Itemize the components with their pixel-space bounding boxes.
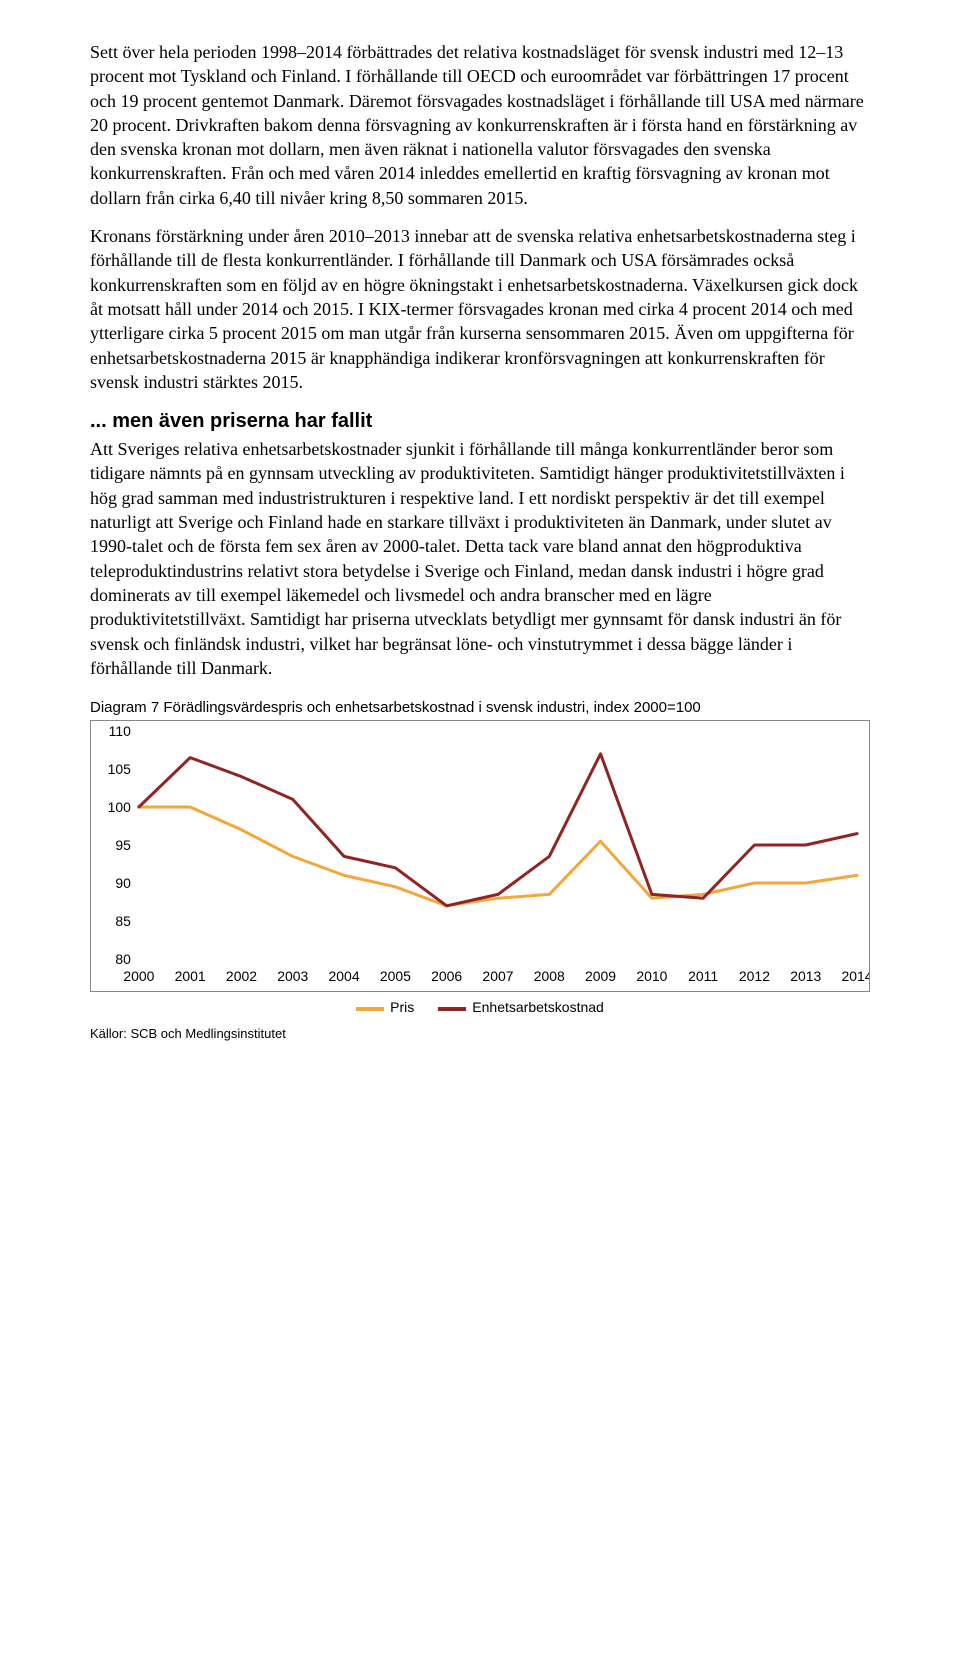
svg-text:90: 90 (115, 875, 131, 891)
svg-text:2012: 2012 (739, 968, 770, 984)
chart-title: Diagram 7 Förädlingsvärdespris och enhet… (90, 698, 870, 718)
body-paragraph: Kronans förstärkning under åren 2010–201… (90, 224, 870, 394)
svg-text:2014: 2014 (842, 968, 869, 984)
svg-text:105: 105 (108, 761, 132, 777)
svg-text:2003: 2003 (277, 968, 308, 984)
svg-text:100: 100 (108, 799, 132, 815)
svg-text:2010: 2010 (636, 968, 667, 984)
svg-text:95: 95 (115, 837, 131, 853)
legend-swatch (438, 1007, 466, 1011)
svg-text:2009: 2009 (585, 968, 616, 984)
line-chart: 80 85 90 95 100 105 110 2000 2001 2002 2003 2004 200… (90, 720, 870, 992)
legend-item: Pris (356, 998, 414, 1017)
svg-text:2002: 2002 (226, 968, 257, 984)
body-paragraph: Sett över hela perioden 1998–2014 förbät… (90, 40, 870, 210)
legend-item: Enhetsarbetskostnad (438, 998, 604, 1017)
chart-legend: Pris Enhetsarbetskostnad (90, 992, 870, 1021)
section-heading: ... men även priserna har fallit (90, 408, 870, 435)
legend-label: Pris (390, 999, 414, 1015)
svg-text:2011: 2011 (688, 968, 718, 984)
svg-text:85: 85 (115, 913, 131, 929)
legend-swatch (356, 1007, 384, 1011)
svg-text:2000: 2000 (123, 968, 154, 984)
svg-text:2007: 2007 (482, 968, 513, 984)
legend-label: Enhetsarbetskostnad (472, 999, 604, 1015)
svg-text:2008: 2008 (534, 968, 565, 984)
svg-text:2004: 2004 (329, 968, 360, 984)
svg-text:2006: 2006 (431, 968, 462, 984)
svg-text:2005: 2005 (380, 968, 411, 984)
body-paragraph: Att Sveriges relativa enhetsarbetskostna… (90, 437, 870, 680)
svg-text:2013: 2013 (790, 968, 821, 984)
chart-sources: Källor: SCB och Medlingsinstitutet (90, 1025, 870, 1043)
svg-text:110: 110 (109, 723, 131, 739)
svg-text:2001: 2001 (175, 968, 206, 984)
svg-text:80: 80 (115, 951, 131, 967)
